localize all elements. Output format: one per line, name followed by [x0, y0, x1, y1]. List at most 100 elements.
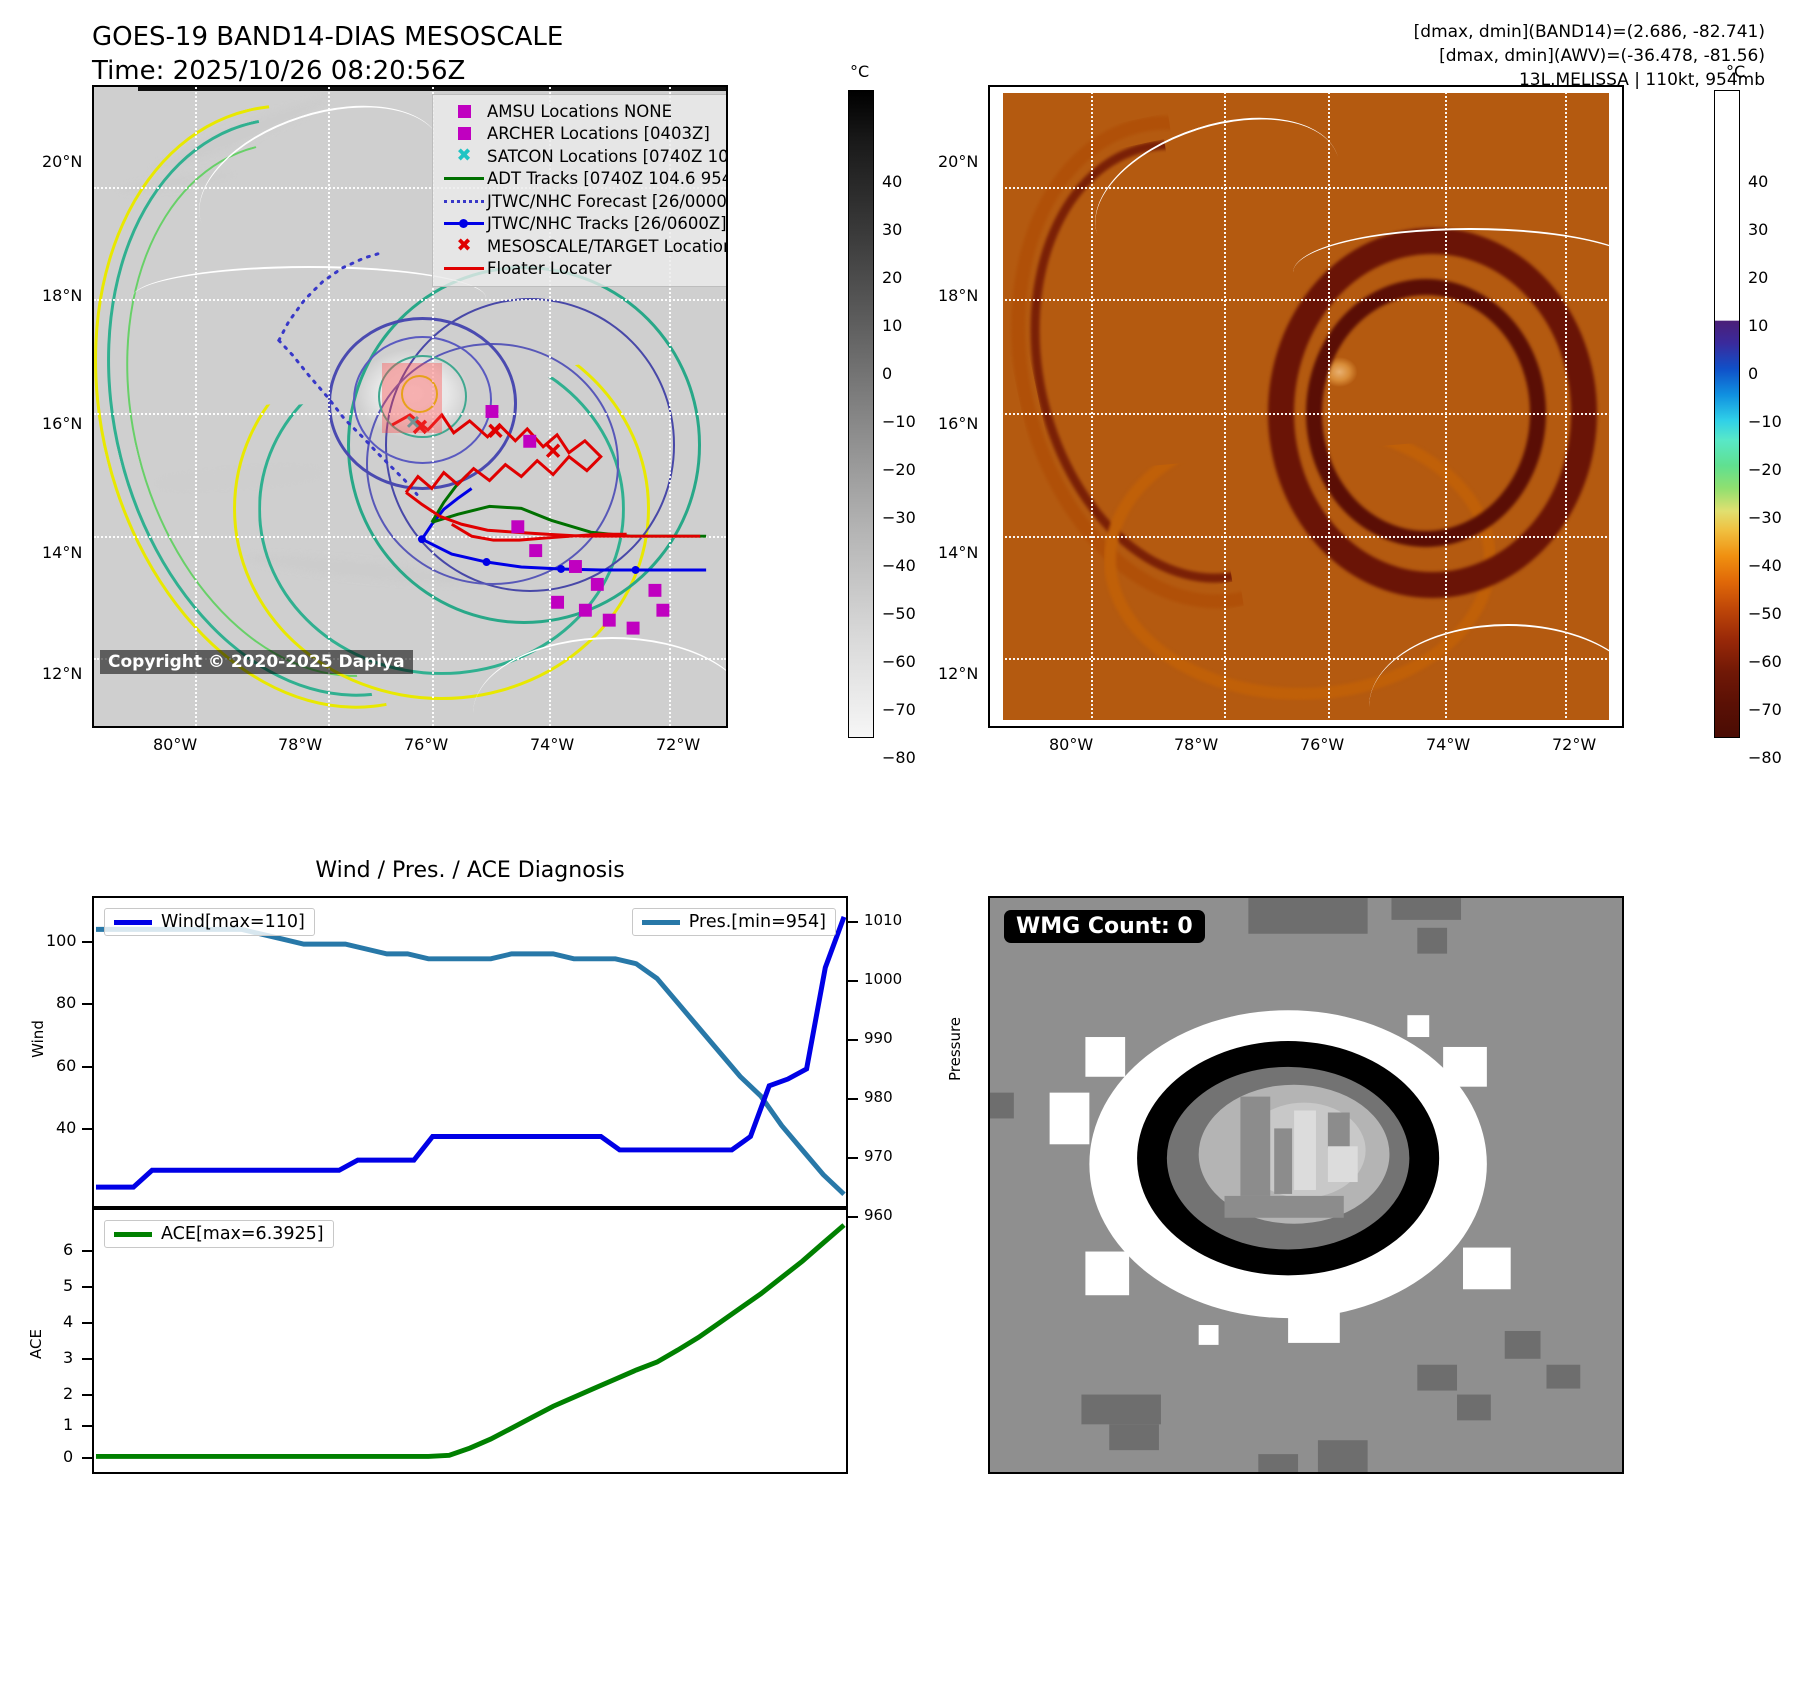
pressure-axis-label: Pressure	[946, 1016, 964, 1082]
pressure-tick-mark	[848, 980, 858, 982]
adt-track	[431, 504, 707, 538]
awv-cbar-tick: 10	[1748, 316, 1769, 335]
ir-cbar-tick: 10	[882, 316, 903, 335]
ir-cbar-tick: −20	[882, 460, 916, 479]
magenta-square-icon	[441, 127, 487, 141]
ir-cbar-tick: 0	[882, 364, 893, 383]
wmg-microwave-panel[interactable]: WMG Count: 0	[988, 896, 1624, 1474]
ace-tick-mark	[82, 1358, 92, 1360]
awv-cbar-tick: 20	[1748, 268, 1769, 287]
awv-colorbar-gradient	[1714, 90, 1740, 738]
latitude-gridline	[990, 658, 1622, 661]
wind-tick-label: 40	[56, 1118, 77, 1137]
legend-item-amsu[interactable]: AMSU Locations NONE	[441, 100, 726, 123]
latitude-gridline	[990, 412, 1622, 415]
ace-chart[interactable]: ACE[max=6.3925]	[92, 1208, 848, 1474]
pressure-legend-label: Pres.[min=954]	[688, 912, 826, 932]
contour-eye-core	[400, 374, 439, 413]
pressure-tick-label: 1000	[864, 970, 903, 988]
ir-lat-tick: 20°N	[42, 152, 83, 171]
awv-lon-tick: 80°W	[1049, 735, 1094, 754]
wind-pressure-plot	[95, 916, 846, 1197]
ace-plot	[95, 1223, 846, 1459]
ir-lat-tick: 14°N	[42, 543, 83, 562]
ir-lat-tick: 16°N	[42, 414, 83, 433]
ace-tick-mark	[82, 1250, 92, 1252]
awv-cbar-tick: 30	[1748, 220, 1769, 239]
wind-tick-mark	[82, 1003, 92, 1005]
longitude-gridline	[327, 87, 330, 726]
legend-item-mesoscale-target[interactable]: ✖ MESOSCALE/TARGET Location	[441, 235, 728, 258]
ace-tick-mark	[82, 1457, 92, 1459]
legend-label: SATCON Locations [0740Z 105 956]	[487, 146, 728, 166]
jtwc-best-track	[421, 537, 707, 572]
page-title-line1: GOES-19 BAND14-DIAS MESOSCALE	[92, 22, 564, 52]
ace-legend[interactable]: ACE[max=6.3925]	[104, 1220, 334, 1248]
awv-color-map[interactable]	[988, 85, 1624, 728]
ir-colorbar-unit: °C	[850, 62, 870, 81]
pressure-tick-label: 980	[864, 1088, 893, 1106]
cyan-x-icon: ✖	[456, 145, 472, 167]
wind-pressure-chart[interactable]: Wind[max=110] Pres.[min=954]	[92, 896, 848, 1208]
legend-label: MESOSCALE/TARGET Location	[487, 236, 728, 256]
ace-tick-label: 4	[63, 1312, 74, 1331]
pressure-legend-swatch	[641, 919, 680, 925]
awv-cbar-tick: −70	[1748, 700, 1782, 719]
wmg-raster	[990, 898, 1622, 1472]
pressure-legend[interactable]: Pres.[min=954]	[631, 908, 836, 936]
longitude-gridline	[195, 87, 198, 726]
ir-colorbar[interactable]: °C 40 30 20 10 0 −10 −20 −30 −40 −50 −60…	[848, 62, 938, 767]
coastline	[1293, 227, 1622, 317]
longitude-gridline	[1445, 87, 1448, 726]
jtwc-forecast-track	[277, 250, 386, 342]
coastline	[473, 636, 726, 726]
ir-cbar-tick: −40	[882, 556, 916, 575]
legend-item-jtwc-tracks[interactable]: JTWC/NHC Tracks [26/0600Z]	[441, 213, 726, 236]
mesoscale-target-markers	[412, 419, 561, 458]
ace-tick-label: 6	[63, 1240, 74, 1259]
pressure-tick-label: 960	[864, 1206, 893, 1224]
pressure-tick-label: 990	[864, 1029, 893, 1047]
ir-mesoscale-map[interactable]: AMSU Locations NONE ARCHER Locations [04…	[92, 85, 728, 728]
ir-lon-tick: 76°W	[404, 735, 449, 754]
red-line-icon	[441, 267, 487, 271]
wind-tick-mark	[82, 1128, 92, 1130]
page-title: GOES-19 BAND14-DIAS MESOSCALE Time: 2025…	[92, 20, 563, 89]
ace-tick-label: 1	[63, 1415, 74, 1434]
ace-tick-mark	[82, 1286, 92, 1288]
wmg-count-badge: WMG Count: 0	[1004, 910, 1205, 943]
latitude-gridline	[990, 535, 1622, 538]
ace-tick-label: 0	[63, 1447, 74, 1466]
pressure-tick-mark	[848, 1039, 858, 1041]
archer-location-markers	[485, 405, 670, 635]
ir-lon-tick: 78°W	[278, 735, 323, 754]
awv-lat-tick: 18°N	[938, 286, 979, 305]
ace-tick-mark	[82, 1425, 92, 1427]
blue-dotted-line-icon	[441, 199, 487, 203]
latitude-gridline	[94, 299, 726, 302]
longitude-gridline	[1091, 87, 1094, 726]
awv-lon-tick: 72°W	[1552, 735, 1597, 754]
pressure-tick-mark	[848, 1157, 858, 1159]
header-stats: [dmax, dmin](BAND14)=(2.686, -82.741) [d…	[1414, 20, 1765, 92]
legend-item-satcon[interactable]: ✖ SATCON Locations [0740Z 105 956]	[441, 145, 728, 168]
ir-cbar-tick: −70	[882, 700, 916, 719]
legend-item-adt[interactable]: ADT Tracks [0740Z 104.6 954.9]	[441, 168, 726, 191]
jtwc-forecast-track	[277, 338, 419, 496]
awv-cbar-tick: 40	[1748, 172, 1769, 191]
awv-cbar-tick: 0	[1748, 364, 1759, 383]
longitude-gridline	[1328, 87, 1331, 726]
mesoscale-target-box[interactable]	[381, 363, 442, 434]
ir-colorbar-gradient	[848, 90, 874, 738]
ir-lon-tick: 74°W	[530, 735, 575, 754]
awv-lon-tick: 74°W	[1426, 735, 1471, 754]
legend-item-archer[interactable]: ARCHER Locations [0403Z]	[441, 123, 726, 146]
legend-item-forecast[interactable]: JTWC/NHC Forecast [26/0000Z]	[441, 190, 726, 213]
legend-item-floater-locater[interactable]: Floater Locater	[441, 258, 726, 281]
wind-legend[interactable]: Wind[max=110]	[104, 908, 315, 936]
magenta-square-icon	[441, 104, 487, 118]
map-legend: AMSU Locations NONE ARCHER Locations [04…	[432, 94, 728, 287]
copyright-notice: Copyright © 2020-2025 Dapiya	[100, 650, 413, 674]
awv-colorbar[interactable]: °C 40 30 20 10 0 −10 −20 −30 −40 −50 −60…	[1714, 62, 1797, 767]
wind-axis-label: Wind	[29, 1020, 47, 1058]
